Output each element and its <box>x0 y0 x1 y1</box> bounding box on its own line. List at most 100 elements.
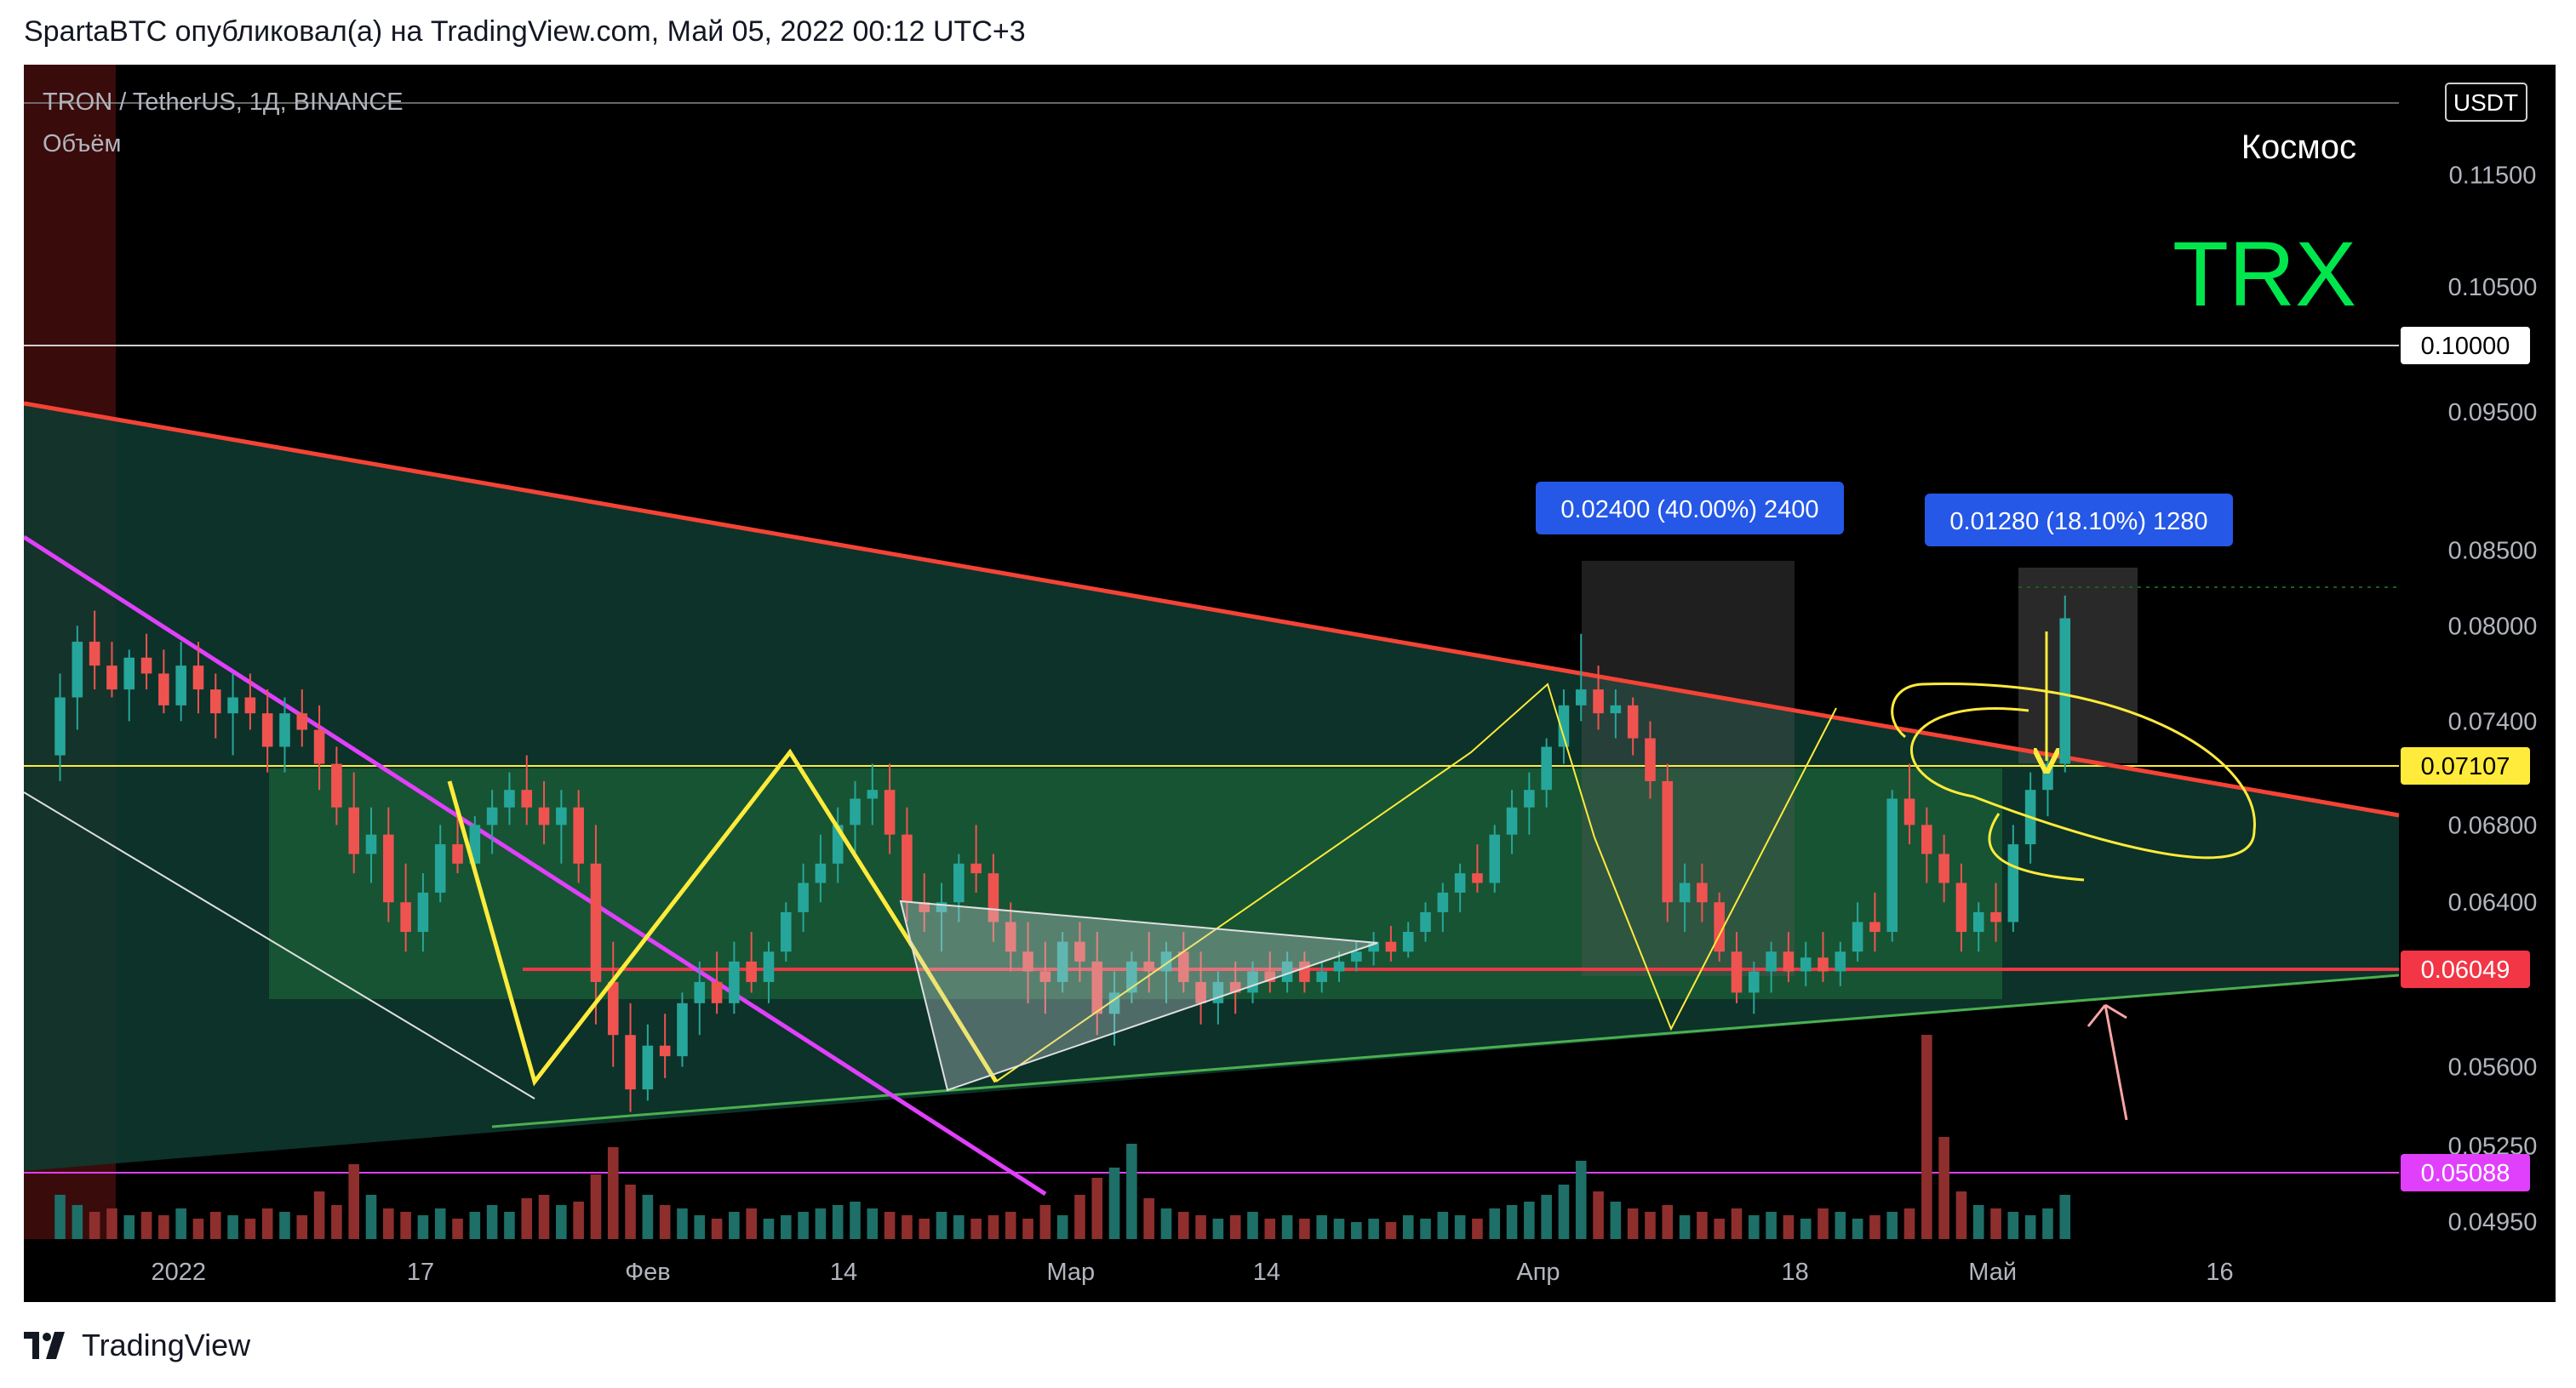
volume-bar <box>1402 1215 1414 1239</box>
volume-bar <box>1731 1208 1743 1239</box>
candle-body <box>1489 834 1501 883</box>
volume-bar <box>1645 1212 1656 1239</box>
volume-bar <box>2042 1208 2053 1239</box>
candle-body <box>1039 971 1051 982</box>
candle-body <box>659 1045 671 1057</box>
candle-body <box>1990 911 2001 922</box>
volume-bar <box>1575 1161 1587 1239</box>
currency-badge[interactable]: USDT <box>2445 83 2527 122</box>
volume-bar <box>1869 1215 1880 1239</box>
volume-bar <box>625 1185 636 1239</box>
space-annotation: Космос <box>2241 129 2356 166</box>
volume-bar <box>1039 1205 1051 1239</box>
volume-bar <box>1195 1215 1206 1239</box>
price-label-0.06049: 0.06049 <box>2401 951 2530 988</box>
candle-body <box>642 1045 654 1090</box>
candle-body <box>1143 961 1154 972</box>
y-tick-label: 0.09500 <box>2448 399 2538 426</box>
y-tick-label: 0.06400 <box>2448 889 2538 917</box>
candle-body <box>850 798 861 825</box>
price-axis-bg <box>2399 65 2556 1302</box>
svg-text:0.10000: 0.10000 <box>2421 333 2510 360</box>
candle-body <box>1402 932 1414 952</box>
x-tick-label: Май <box>1968 1259 2017 1286</box>
volume-bar <box>573 1202 584 1239</box>
candle-body <box>244 697 256 714</box>
volume-bar <box>2007 1212 2019 1239</box>
candle-body <box>1921 825 1932 854</box>
volume-bar <box>1955 1191 1967 1239</box>
volume-bar <box>89 1212 100 1239</box>
svg-text:0.02400 (40.00%) 2400: 0.02400 (40.00%) 2400 <box>1560 496 1818 523</box>
volume-bar <box>486 1205 498 1239</box>
candle-body <box>486 807 498 825</box>
x-tick-label: Апр <box>1516 1259 1560 1286</box>
candle-body <box>1955 882 1967 933</box>
volume-bar <box>538 1195 550 1239</box>
candle-body <box>711 981 723 1003</box>
volume-bar <box>1264 1219 1276 1239</box>
x-tick-label: 16 <box>2206 1259 2233 1286</box>
candle-body <box>279 713 290 747</box>
tradingview-footer[interactable]: TradingView <box>24 1328 250 1363</box>
volume-bar <box>1091 1178 1103 1239</box>
volume-bars <box>54 1035 2071 1239</box>
candle-body <box>1852 922 1863 952</box>
candle-body <box>1835 951 1846 972</box>
volume-bar <box>798 1212 809 1239</box>
volume-bar <box>677 1208 688 1239</box>
magenta-downtrend <box>24 534 1047 1197</box>
candle-body <box>140 657 152 674</box>
volume-bar <box>72 1205 83 1239</box>
volume-bar <box>694 1215 706 1239</box>
volume-bar <box>1056 1215 1068 1239</box>
candle-body <box>1697 882 1708 903</box>
descending-red-trendline <box>24 401 2400 818</box>
candle-body <box>1420 911 1431 933</box>
volume-bar <box>1368 1219 1379 1239</box>
candle-body <box>192 665 204 690</box>
price-chart[interactable]: 0.125000.115000.105000.095000.085000.080… <box>24 65 2556 1302</box>
candle-body <box>434 844 446 893</box>
svg-text:0.01280 (18.10%) 1280: 0.01280 (18.10%) 1280 <box>1949 508 2207 535</box>
candle-body <box>1731 951 1743 993</box>
x-tick-label: 18 <box>1782 1259 1809 1286</box>
volume-bar <box>970 1219 982 1239</box>
x-tick-label: 14 <box>830 1259 857 1286</box>
candle-body <box>677 1002 688 1057</box>
pink-up-arrow <box>2087 1003 2128 1121</box>
volume-bar <box>244 1219 256 1239</box>
volume-bar <box>365 1195 377 1239</box>
chart-frame[interactable]: 0.125000.115000.105000.095000.085000.080… <box>24 65 2556 1302</box>
volume-bar <box>123 1215 135 1239</box>
volume-bar <box>2059 1195 2071 1239</box>
volume-bar <box>832 1205 844 1239</box>
volume-bar <box>383 1208 394 1239</box>
volume-bar <box>1662 1205 1674 1239</box>
volume-bar <box>1281 1215 1293 1239</box>
volume-bar <box>556 1205 567 1239</box>
candle-body <box>1938 854 1949 883</box>
volume-bar <box>953 1215 965 1239</box>
candle-body <box>452 844 463 864</box>
volume-bar <box>1921 1035 1932 1239</box>
candle-body <box>417 892 429 933</box>
candle-body <box>1749 971 1760 993</box>
candle-body <box>1818 957 1829 972</box>
volume-bar <box>763 1219 775 1239</box>
volume-bar <box>867 1208 879 1239</box>
candle-body <box>607 981 619 1036</box>
price-label-0.07107: 0.07107 <box>2401 747 2530 785</box>
breakout-circle <box>1891 683 2256 860</box>
volume-bar <box>1783 1215 1795 1239</box>
volume-bar <box>54 1195 66 1239</box>
volume-bar <box>1351 1222 1362 1239</box>
volume-bar <box>1506 1205 1518 1239</box>
candle-body <box>1368 941 1379 952</box>
volume-bar <box>1610 1202 1622 1239</box>
volume-bar <box>1938 1137 1949 1239</box>
volume-bar <box>815 1208 827 1239</box>
volume-bar <box>1316 1215 1328 1239</box>
svg-text:0.05088: 0.05088 <box>2421 1160 2510 1187</box>
volume-bar <box>1558 1185 1570 1239</box>
